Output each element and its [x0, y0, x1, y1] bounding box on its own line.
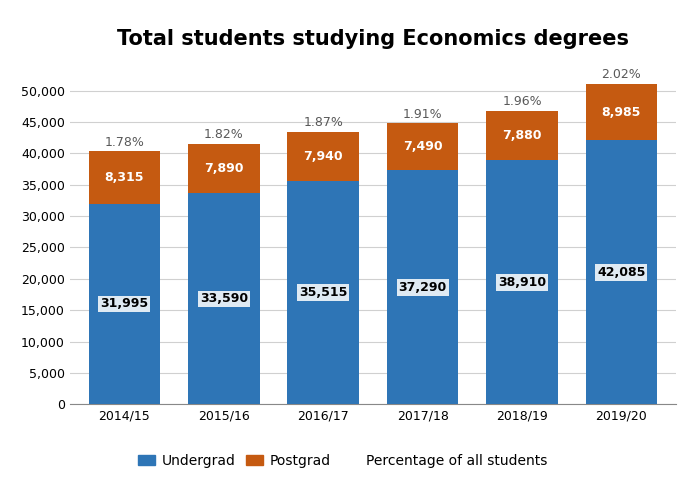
Bar	[585, 140, 657, 404]
Text: 37,290: 37,290	[399, 281, 447, 294]
Text: 1.96%: 1.96%	[503, 95, 542, 108]
Bar	[387, 170, 459, 404]
Text: 8,985: 8,985	[602, 106, 641, 118]
Legend: Undergrad, Postgrad, Percentage of all students: Undergrad, Postgrad, Percentage of all s…	[132, 448, 553, 473]
Bar	[487, 110, 558, 160]
Title: Total students studying Economics degrees: Total students studying Economics degree…	[117, 29, 629, 49]
Bar	[188, 193, 259, 404]
Text: 7,490: 7,490	[403, 141, 443, 153]
Text: 7,890: 7,890	[204, 162, 243, 175]
Text: 2.02%: 2.02%	[602, 69, 641, 81]
Bar	[287, 132, 359, 181]
Text: 1.78%: 1.78%	[105, 136, 144, 149]
Text: 38,910: 38,910	[498, 276, 546, 289]
Bar	[89, 151, 160, 204]
Text: 1.87%: 1.87%	[303, 116, 343, 129]
Text: 7,880: 7,880	[503, 129, 542, 142]
Text: 31,995: 31,995	[100, 297, 148, 311]
Text: 7,940: 7,940	[303, 150, 343, 163]
Bar	[487, 160, 558, 404]
Text: 42,085: 42,085	[597, 266, 645, 279]
Bar	[585, 84, 657, 140]
Text: 1.91%: 1.91%	[403, 108, 443, 121]
Bar	[89, 204, 160, 404]
Bar	[387, 123, 459, 170]
Bar	[287, 181, 359, 404]
Text: 35,515: 35,515	[299, 286, 347, 299]
Text: 33,590: 33,590	[200, 292, 248, 305]
Bar	[188, 144, 259, 193]
Text: 8,315: 8,315	[105, 171, 144, 184]
Text: 1.82%: 1.82%	[204, 129, 244, 141]
